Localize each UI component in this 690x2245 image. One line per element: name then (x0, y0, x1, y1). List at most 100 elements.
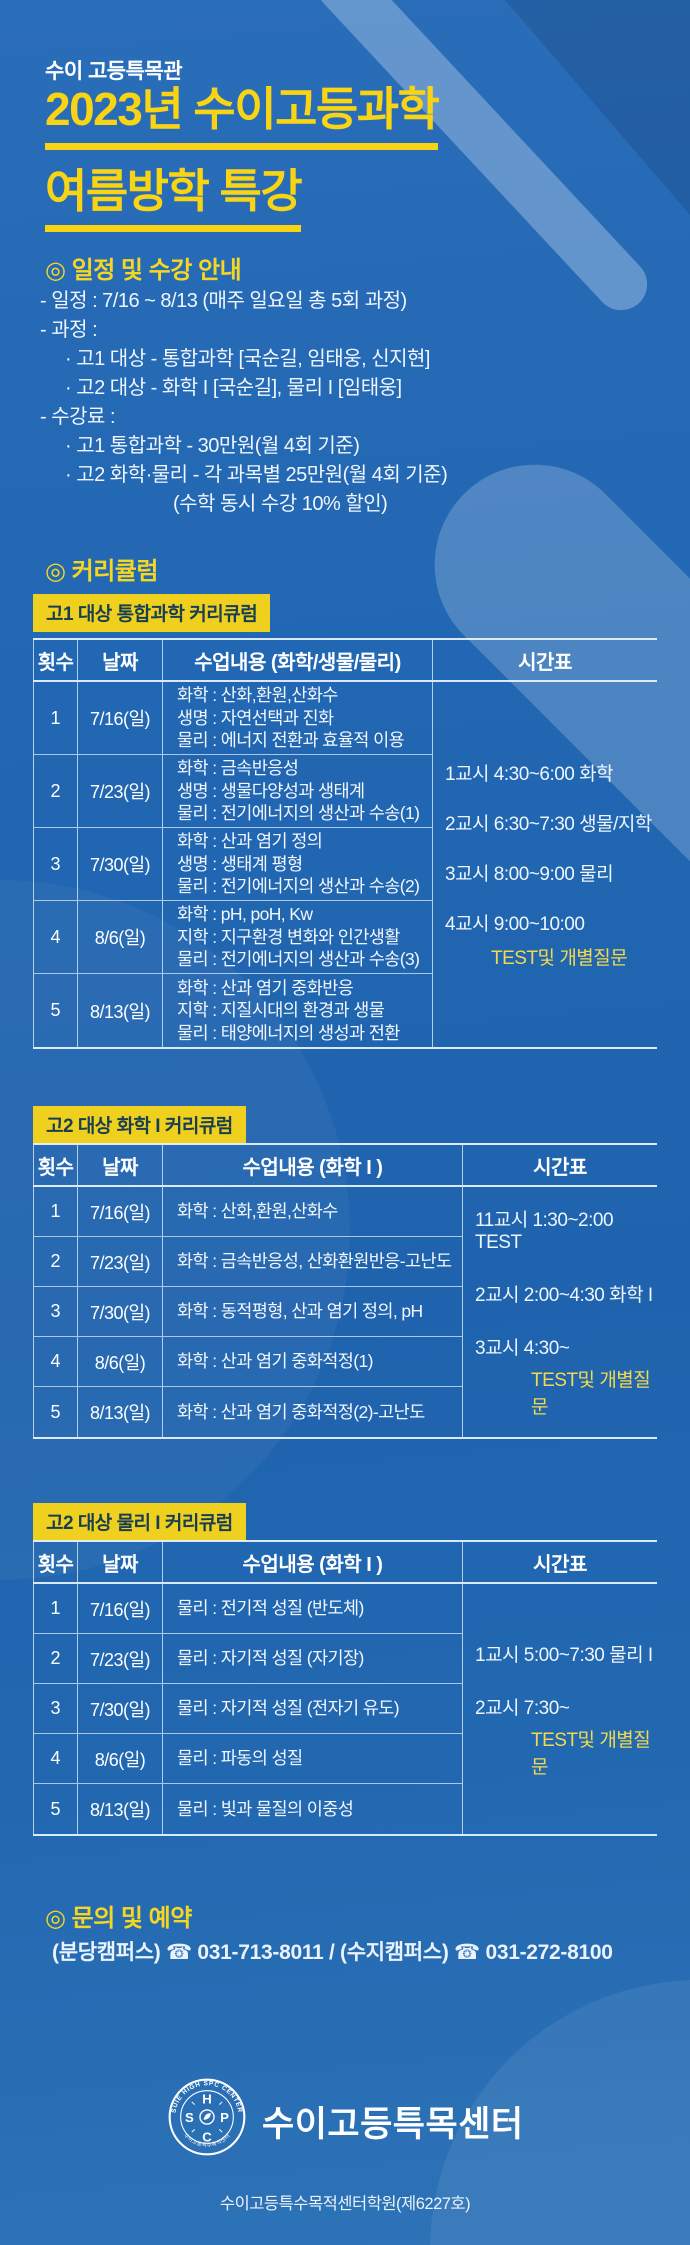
section-heading-schedule: ◎ 일정 및 수강 안내 (45, 257, 242, 284)
phone-numbers: (분당캠퍼스) ☎ 031-713-8011 / (수지캠퍼스) ☎ 031-2… (52, 1941, 613, 1964)
center-logo: SUIE HIGH SPC CENTER 수이고등특수목적센터 H S P C (168, 2078, 246, 2161)
row-date: 7/30(일) (77, 1684, 162, 1733)
lesson-line: 화학 : 산화,환원,산화수 (177, 1201, 338, 1222)
timetable-line: 2교시 2:00~4:30 화학 I (475, 1285, 653, 1306)
info-line: · 고1 통합과학 - 30만원(월 4회 기준) (65, 435, 360, 457)
info-line: · 고1 대상 - 통합과학 [국순길, 임태웅, 신지현] (65, 348, 430, 370)
row-date: 7/30(일) (77, 828, 162, 900)
timetable-line: 2교시 6:30~7:30 생물/지학 (445, 813, 652, 835)
row-date: 8/13(일) (77, 974, 162, 1047)
title-line-2: 여름방학 특강 (45, 168, 303, 232)
table-row: 5 8/13(일) 화학 : 산과 염기 중화적정(2)-고난도 (33, 1387, 462, 1437)
info-line: · 고2 대상 - 화학 I [국순길], 물리 I [임태웅] (65, 377, 402, 399)
curriculum-badge-3: 고2 대상 물리 I 커리큐럼 (33, 1503, 246, 1541)
row-date: 7/16(일) (77, 1584, 162, 1633)
info-line: - 과정 : (40, 319, 98, 341)
row-date: 8/6(일) (77, 901, 162, 973)
row-number: 2 (33, 1237, 77, 1286)
table-row: 3 7/30(일) 물리 : 자기적 성질 (전자기 유도) (33, 1684, 462, 1734)
lesson-line: 물리 : 태양에너지의 생성과 전환 (177, 1022, 400, 1043)
curriculum-table-3: 횟수 날짜 수업내용 (화학 I ) 시간표 1 7/16(일) 물리 : 전기… (33, 1540, 657, 1836)
info-line: (수학 동시 수강 10% 할인) (173, 493, 388, 515)
timetable-cell: 11교시 1:30~2:00 TEST 2교시 2:00~4:30 화학 I 3… (462, 1187, 657, 1437)
lesson-line: 물리 : 파동의 성질 (177, 1748, 303, 1769)
row-number: 4 (33, 901, 77, 973)
row-number: 5 (33, 1387, 77, 1437)
timetable-line: 2교시 7:30~ (475, 1697, 570, 1719)
row-date: 8/6(일) (77, 1734, 162, 1783)
lesson-line: 생명 : 생물다양성과 생태계 (177, 780, 365, 801)
row-number: 3 (33, 1287, 77, 1336)
column-header: 횟수 (33, 1542, 77, 1582)
row-date: 8/13(일) (77, 1784, 162, 1834)
lesson-line: 화학 : 산과 염기 중화적정(2)-고난도 (177, 1401, 425, 1422)
row-number: 5 (33, 1784, 77, 1834)
timetable-line: 11교시 1:30~2:00 TEST (475, 1210, 614, 1253)
info-line: · 고2 화학·물리 - 각 과목별 25만원(월 4회 기준) (65, 464, 448, 486)
table-row: 3 7/30(일) 화학 : 산과 염기 정의 생명 : 생태계 평형 물리 :… (33, 828, 432, 901)
schedule-info-list: - 일정 : 7/16 ~ 8/13 (매주 일요일 총 5회 과정) - 과정… (40, 287, 660, 519)
column-header: 날짜 (77, 1542, 162, 1582)
row-number: 2 (33, 755, 77, 827)
lesson-line: 물리 : 전기에너지의 생산과 수송(2) (177, 876, 420, 897)
lesson-line: 화학 : 산과 염기 중화반응 (177, 977, 354, 998)
column-header: 시간표 (462, 1145, 657, 1185)
lesson-line: 물리 : 자기적 성질 (전자기 유도) (177, 1698, 400, 1719)
section-heading-curriculum: ◎ 커리큘럼 (45, 558, 158, 585)
row-number: 3 (33, 1684, 77, 1733)
table-row: 2 7/23(일) 물리 : 자기적 성질 (자기장) (33, 1634, 462, 1684)
lesson-line: 물리 : 에너지 전환과 효율적 이용 (177, 730, 405, 751)
logo-leaf-emblem (199, 2109, 215, 2125)
lesson-line: 화학 : 산과 염기 중화적정(1) (177, 1351, 374, 1372)
timetable-line: 3교시 8:00~9:00 물리 (445, 863, 614, 885)
row-date: 7/23(일) (77, 755, 162, 827)
lesson-line: 화학 : 금속반응성, 산화환원반응-고난도 (177, 1251, 452, 1272)
timetable-line: 1교시 4:30~6:00 화학 (445, 763, 614, 785)
column-header: 수업내용 (화학/생물/물리) (162, 640, 432, 680)
row-number: 4 (33, 1734, 77, 1783)
row-date: 7/30(일) (77, 1287, 162, 1336)
timetable-line: 4교시 9:00~10:00 (445, 913, 585, 935)
table-row: 1 7/16(일) 화학 : 산화,환원,산화수 (33, 1187, 462, 1237)
logo-letter-c: C (202, 2129, 212, 2144)
lesson-line: 물리 : 빛과 물질의 이중성 (177, 1798, 354, 1819)
row-date: 8/6(일) (77, 1337, 162, 1386)
column-header: 시간표 (462, 1542, 657, 1582)
timetable-highlight-line: TEST및 개별질문 (531, 1729, 651, 1778)
table-row: 2 7/23(일) 화학 : 금속반응성, 산화환원반응-고난도 (33, 1237, 462, 1287)
column-header: 시간표 (432, 640, 657, 680)
table-header-row: 횟수 날짜 수업내용 (화학/생물/물리) 시간표 (33, 638, 657, 682)
info-line: - 수강료 : (40, 406, 116, 428)
column-header: 수업내용 (화학 I ) (162, 1145, 462, 1185)
table-row: 5 8/13(일) 물리 : 빛과 물질의 이중성 (33, 1784, 462, 1834)
lesson-line: 물리 : 전기에너지의 생산과 수송(3) (177, 949, 420, 970)
column-header: 날짜 (77, 1145, 162, 1185)
lesson-line: 지학 : 지질시대의 환경과 생물 (177, 1000, 385, 1021)
brand-name: 수이고등특목센터 (262, 2105, 524, 2144)
lesson-line: 물리 : 전기에너지의 생산과 수송(1) (177, 803, 420, 824)
table-header-row: 횟수 날짜 수업내용 (화학 I ) 시간표 (33, 1143, 657, 1187)
table-row: 1 7/16(일) 화학 : 산화,환원,산화수 생명 : 자연선택과 진화 물… (33, 682, 432, 755)
row-date: 7/16(일) (77, 682, 162, 754)
logo-letter-h: H (202, 2091, 212, 2106)
lesson-line: 생명 : 자연선택과 진화 (177, 707, 334, 728)
column-header: 횟수 (33, 640, 77, 680)
table-header-row: 횟수 날짜 수업내용 (화학 I ) 시간표 (33, 1540, 657, 1584)
lesson-line: 생명 : 생태계 평형 (177, 853, 303, 874)
curriculum-table-2: 횟수 날짜 수업내용 (화학 I ) 시간표 1 7/16(일) 화학 : 산화… (33, 1143, 657, 1439)
row-date: 8/13(일) (77, 1387, 162, 1437)
table-row: 5 8/13(일) 화학 : 산과 염기 중화반응 지학 : 지질시대의 환경과… (33, 974, 432, 1047)
column-header: 수업내용 (화학 I ) (162, 1542, 462, 1582)
timetable-highlight-line: TEST및 개별질문 (531, 1370, 651, 1418)
timetable-line: 3교시 4:30~ (475, 1338, 570, 1359)
title-line-1: 2023년 수이고등과학 (45, 86, 440, 150)
lesson-line: 화학 : 동적평형, 산과 염기 정의, pH (177, 1301, 423, 1322)
table-row: 4 8/6(일) 화학 : 산과 염기 중화적정(1) (33, 1337, 462, 1387)
column-header: 날짜 (77, 640, 162, 680)
table-row: 4 8/6(일) 화학 : pH, poH, Kw 지학 : 지구환경 변화와 … (33, 901, 432, 974)
timetable-highlight-line: TEST및 개별질문 (491, 948, 628, 970)
lesson-line: 물리 : 전기적 성질 (반도체) (177, 1598, 364, 1619)
column-header: 횟수 (33, 1145, 77, 1185)
row-number: 2 (33, 1634, 77, 1683)
